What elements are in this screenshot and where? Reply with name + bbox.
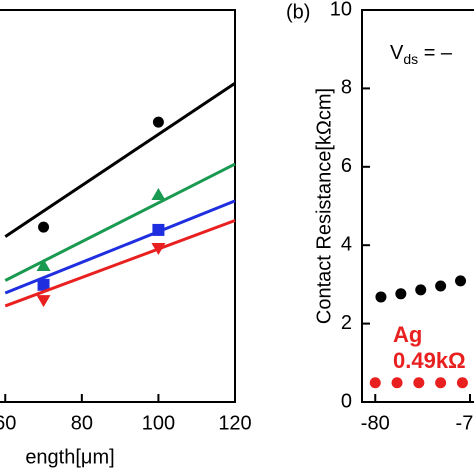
x-tick-label: 80	[71, 412, 93, 434]
marker	[391, 377, 403, 389]
x-tick-label: -80	[361, 412, 390, 434]
plot-frame	[0, 9, 236, 403]
marker	[375, 291, 387, 303]
annotation-v: V	[390, 42, 404, 64]
marker	[38, 221, 50, 233]
marker	[435, 377, 447, 389]
y-tick-label: 6	[341, 155, 352, 177]
y-axis-label: Contact Resistance[kΩcm]	[313, 88, 335, 324]
marker	[456, 377, 468, 389]
plot-frame	[361, 9, 474, 403]
marker	[151, 188, 166, 201]
x-tick-label: 100	[142, 412, 175, 434]
annotation-sub: ds	[403, 51, 418, 67]
y-tick-label: 4	[341, 233, 352, 255]
panel-label: (b)	[286, 1, 310, 23]
x-axis-label: ength[μm]	[25, 446, 114, 468]
marker	[415, 284, 427, 296]
marker	[151, 242, 166, 255]
y-tick-label: 2	[341, 312, 352, 334]
annotation-ag: Ag	[393, 322, 422, 347]
marker	[413, 377, 425, 389]
marker	[152, 223, 165, 236]
marker	[435, 280, 447, 292]
marker	[395, 288, 407, 300]
fit-line	[4, 219, 236, 308]
y-tick-label: 10	[330, 0, 352, 20]
annotation-eq: = –	[418, 42, 453, 64]
y-tick-label: 0	[341, 390, 352, 412]
marker	[36, 258, 51, 271]
x-tick-label: -70	[456, 412, 474, 434]
x-tick-label: 60	[0, 412, 16, 434]
marker	[36, 295, 51, 308]
annotation-vds: Vds = –	[390, 42, 453, 66]
marker	[37, 278, 50, 291]
annotation-value: 0.49kΩ	[393, 348, 466, 373]
fit-line	[4, 82, 236, 238]
marker	[369, 377, 381, 389]
y-tick-label: 8	[341, 77, 352, 99]
marker	[152, 116, 164, 128]
x-tick-label: 120	[218, 412, 251, 434]
fit-line	[4, 199, 236, 295]
marker	[455, 275, 467, 287]
